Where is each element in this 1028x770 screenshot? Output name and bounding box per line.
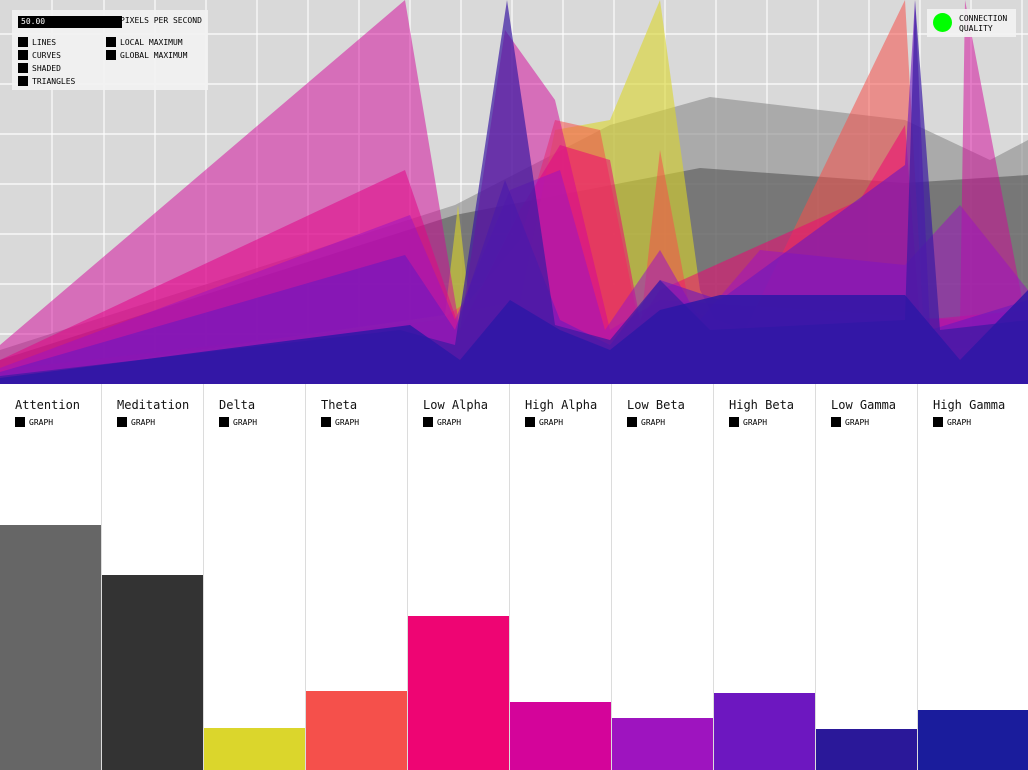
- curves-toggle[interactable]: CURVES: [18, 50, 61, 60]
- band-title: High Alpha: [525, 398, 598, 412]
- band-title: High Beta: [729, 398, 795, 412]
- band-panel-delta: Delta GRAPH: [204, 384, 306, 770]
- graph-label: GRAPH: [233, 417, 258, 427]
- band-title: Low Beta: [627, 398, 685, 412]
- connection-quality-label: CONNECTION QUALITY: [959, 14, 1008, 33]
- shaded-checkbox[interactable]: [18, 63, 28, 73]
- band-panel-high-alpha: High Alpha GRAPH: [510, 384, 612, 770]
- band-graph-toggle[interactable]: GRAPH: [219, 417, 257, 427]
- pixels-per-second-input[interactable]: 50.00: [18, 16, 122, 28]
- band-title: Delta: [219, 398, 256, 412]
- high-gamma-series: [0, 290, 1028, 384]
- local-maximum-label: LOCAL MAXIMUM: [120, 37, 183, 47]
- graph-checkbox[interactable]: [15, 417, 25, 427]
- graph-checkbox[interactable]: [117, 417, 127, 427]
- graph-label: GRAPH: [743, 417, 768, 427]
- high-beta-series: [0, 0, 1028, 384]
- global-maximum-checkbox[interactable]: [106, 50, 116, 60]
- band-panel-meditation: Meditation GRAPH: [102, 384, 204, 770]
- graph-settings-panel: 50.00 PIXELS PER SECOND LINES CURVES SHA…: [12, 10, 208, 90]
- band-level-bar: [306, 690, 407, 770]
- triangles-toggle[interactable]: TRIANGLES: [18, 76, 75, 86]
- band-title: Theta: [321, 398, 358, 412]
- band-level-bar: [816, 728, 917, 770]
- global-maximum-label: GLOBAL MAXIMUM: [120, 50, 188, 60]
- graph-checkbox[interactable]: [423, 417, 433, 427]
- connection-status-dot: [933, 13, 952, 32]
- global-maximum-toggle[interactable]: GLOBAL MAXIMUM: [106, 50, 187, 60]
- band-level-bar: [408, 615, 509, 770]
- band-level-bar: [510, 702, 611, 770]
- graph-label: GRAPH: [947, 417, 972, 427]
- band-title: Low Gamma: [831, 398, 897, 412]
- band-graph-toggle[interactable]: GRAPH: [831, 417, 869, 427]
- graph-checkbox[interactable]: [729, 417, 739, 427]
- brainwave-graph: 50.00 PIXELS PER SECOND LINES CURVES SHA…: [0, 0, 1028, 384]
- band-level-bar: [204, 727, 305, 770]
- band-title: High Gamma: [933, 398, 1006, 412]
- low-gamma-series: [0, 0, 1028, 384]
- graph-label: GRAPH: [641, 417, 666, 427]
- band-graph-toggle[interactable]: GRAPH: [933, 417, 971, 427]
- band-panel-low-gamma: Low Gamma GRAPH: [816, 384, 918, 770]
- graph-checkbox[interactable]: [219, 417, 229, 427]
- curves-label: CURVES: [32, 50, 61, 60]
- graph-canvas: [0, 0, 1028, 384]
- triangles-label: TRIANGLES: [32, 76, 76, 86]
- graph-label: GRAPH: [131, 417, 156, 427]
- band-graph-toggle[interactable]: GRAPH: [117, 417, 155, 427]
- band-title: Attention: [15, 398, 81, 412]
- band-panel-low-alpha: Low Alpha GRAPH: [408, 384, 510, 770]
- band-panels: Attention GRAPH Meditation GRAPH Delta G…: [0, 384, 1028, 770]
- band-level-bar: [612, 717, 713, 770]
- band-graph-toggle[interactable]: GRAPH: [15, 417, 53, 427]
- band-panel-high-gamma: High Gamma GRAPH: [918, 384, 1028, 770]
- local-maximum-toggle[interactable]: LOCAL MAXIMUM: [106, 37, 183, 47]
- pixels-per-second-label: PIXELS PER SECOND: [120, 16, 202, 25]
- graph-checkbox[interactable]: [627, 417, 637, 427]
- graph-checkbox[interactable]: [525, 417, 535, 427]
- graph-label: GRAPH: [539, 417, 564, 427]
- band-graph-toggle[interactable]: GRAPH: [627, 417, 665, 427]
- band-graph-toggle[interactable]: GRAPH: [423, 417, 461, 427]
- shaded-label: SHADED: [32, 63, 61, 73]
- graph-checkbox[interactable]: [321, 417, 331, 427]
- connection-quality-indicator: CONNECTION QUALITY: [927, 9, 1016, 37]
- band-panel-attention: Attention GRAPH: [0, 384, 102, 770]
- graph-label: GRAPH: [29, 417, 54, 427]
- triangles-checkbox[interactable]: [18, 76, 28, 86]
- graph-label: GRAPH: [437, 417, 462, 427]
- band-title: Meditation: [117, 398, 190, 412]
- graph-checkbox[interactable]: [831, 417, 841, 427]
- band-panel-high-beta: High Beta GRAPH: [714, 384, 816, 770]
- band-level-bar: [918, 710, 1028, 770]
- band-title: Low Alpha: [423, 398, 489, 412]
- band-panel-low-beta: Low Beta GRAPH: [612, 384, 714, 770]
- band-graph-toggle[interactable]: GRAPH: [321, 417, 359, 427]
- lines-checkbox[interactable]: [18, 37, 28, 47]
- local-maximum-checkbox[interactable]: [106, 37, 116, 47]
- shaded-toggle[interactable]: SHADED: [18, 63, 61, 73]
- graph-label: GRAPH: [845, 417, 870, 427]
- band-graph-toggle[interactable]: GRAPH: [729, 417, 767, 427]
- curves-checkbox[interactable]: [18, 50, 28, 60]
- band-graph-toggle[interactable]: GRAPH: [525, 417, 563, 427]
- band-panel-theta: Theta GRAPH: [306, 384, 408, 770]
- graph-label: GRAPH: [335, 417, 360, 427]
- band-level-bar: [714, 692, 815, 770]
- graph-checkbox[interactable]: [933, 417, 943, 427]
- band-level-bar: [102, 575, 203, 770]
- lines-label: LINES: [32, 37, 57, 47]
- lines-toggle[interactable]: LINES: [18, 37, 56, 47]
- band-level-bar: [0, 524, 101, 770]
